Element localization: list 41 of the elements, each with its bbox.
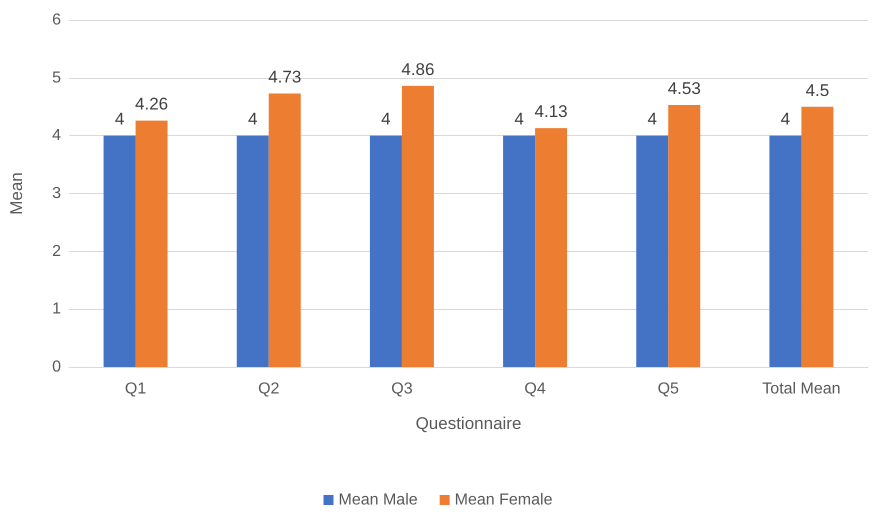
legend-label: Mean Female — [454, 492, 553, 508]
data-label: 4.5 — [806, 80, 830, 100]
bar — [668, 105, 700, 367]
bar — [801, 106, 834, 367]
y-tick-label: 3 — [52, 185, 62, 202]
data-label: 4.26 — [135, 94, 168, 114]
bar — [535, 128, 568, 367]
y-axis-title: Mean — [7, 172, 26, 215]
data-label: 4 — [648, 110, 657, 129]
x-tick-label: Total Mean — [762, 380, 841, 398]
data-label: 4 — [114, 110, 124, 129]
x-tick-label: Q1 — [124, 380, 146, 398]
data-label: 4.53 — [668, 79, 701, 98]
y-tick-label: 2 — [52, 242, 62, 260]
bar — [402, 86, 434, 367]
data-label: 4.86 — [401, 60, 434, 79]
data-label: 4 — [381, 110, 391, 129]
y-tick-label: 1 — [52, 300, 62, 318]
data-label: 4 — [514, 110, 524, 129]
data-label: 4 — [780, 110, 790, 129]
x-tick-label: Q5 — [658, 380, 680, 398]
y-tick-label: 4 — [52, 127, 62, 144]
x-tick-label: Q2 — [258, 380, 280, 398]
data-label: 4.73 — [268, 67, 302, 86]
bar — [236, 136, 269, 367]
bar — [370, 136, 402, 367]
y-tick-label: 0 — [52, 358, 62, 376]
bar — [769, 136, 802, 367]
bar — [136, 120, 168, 367]
x-tick-label: Q3 — [391, 380, 413, 398]
data-label: 4 — [248, 110, 258, 129]
x-tick-label: Q4 — [524, 380, 546, 398]
bar — [268, 93, 301, 367]
y-tick-label: 6 — [52, 12, 62, 28]
bar — [636, 136, 668, 367]
x-axis-title: Questionnaire — [416, 414, 522, 433]
bar — [104, 136, 136, 367]
y-tick-label: 5 — [52, 69, 62, 86]
bar — [503, 136, 536, 367]
data-label: 4.13 — [534, 102, 568, 122]
legend-label: Mean Male — [338, 492, 418, 508]
